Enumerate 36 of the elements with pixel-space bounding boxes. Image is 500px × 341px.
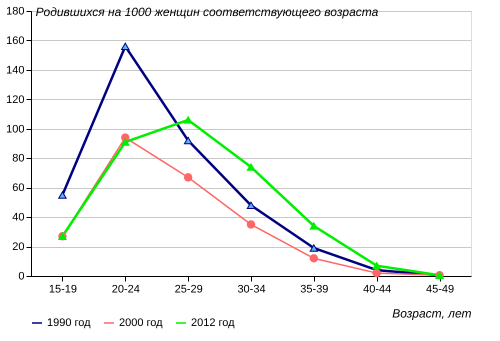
y-tick-label: 20 [12, 241, 24, 254]
point [310, 244, 318, 252]
y-tick-label: 60 [12, 182, 24, 194]
point [372, 268, 381, 278]
point [246, 163, 256, 171]
point [121, 138, 130, 146]
y-tick-label: 40 [12, 212, 24, 224]
point [184, 173, 192, 182]
legend-label: 1990 год [47, 317, 92, 329]
y-tick-label: 180 [6, 6, 24, 18]
x-tick-label: 25-29 [174, 284, 203, 296]
x-tick-label: 30-34 [237, 284, 266, 296]
y-tick-label: 160 [6, 34, 24, 47]
point [310, 254, 318, 263]
x-axis-title: Возраст, лет [392, 306, 472, 320]
point [372, 262, 381, 270]
point [184, 136, 192, 144]
point [121, 42, 130, 50]
point [58, 191, 67, 199]
point [246, 220, 256, 229]
x-tick-label: 35-39 [300, 284, 328, 296]
x-tick-label: 45-49 [426, 284, 454, 296]
point [246, 202, 256, 210]
chart-title: Родившихся на 1000 женщин соответствующего возраста [36, 5, 379, 19]
point [310, 222, 318, 230]
y-tick-label: 100 [6, 123, 24, 136]
x-tick-label: 20-24 [112, 284, 140, 296]
point [184, 116, 192, 124]
y-tick-label: 140 [6, 64, 24, 76]
y-tick-label: 120 [6, 94, 24, 106]
x-tick-label: 40-44 [363, 284, 392, 296]
y-tick-label: 0 [18, 270, 24, 282]
x-tick-label: 15-19 [48, 284, 77, 296]
y-tick-label: 80 [12, 152, 24, 165]
legend-label: 2000 год [119, 317, 164, 329]
legend-label: 2012 год [191, 317, 236, 329]
